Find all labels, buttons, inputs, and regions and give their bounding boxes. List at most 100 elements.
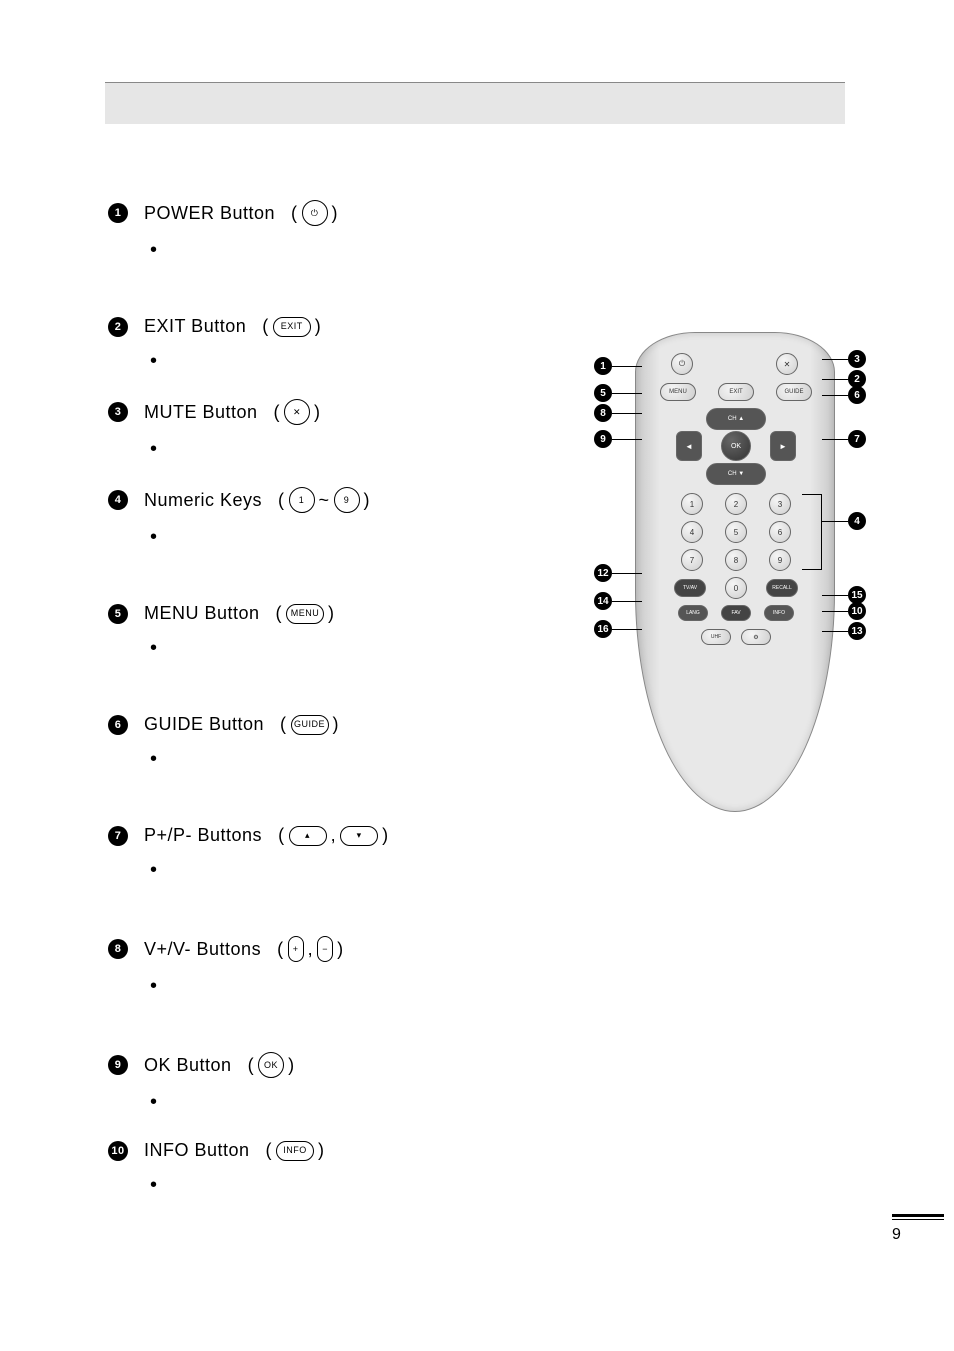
callout-number: 7 xyxy=(848,430,866,448)
list-item: 8V+/V- Buttons(+,−)• xyxy=(108,936,528,996)
item-number: 2 xyxy=(108,317,128,337)
sub-bullet: • xyxy=(150,527,528,547)
sub-bullet: • xyxy=(150,439,528,459)
callout-number: 6 xyxy=(848,386,866,404)
button-icon: ▴ xyxy=(289,826,327,846)
button-icon: 1 xyxy=(289,487,315,513)
remote-exit-button: EXIT xyxy=(718,383,754,401)
sub-bullet: • xyxy=(150,976,528,996)
remote-num-9: 9 xyxy=(769,549,791,571)
button-icon: ✕ xyxy=(284,399,310,425)
remote-num-0: 0 xyxy=(725,577,747,599)
callout-number: 5 xyxy=(594,384,612,402)
remote-num-7: 7 xyxy=(681,549,703,571)
item-label: GUIDE Button xyxy=(144,714,264,735)
remote-info: INFO xyxy=(764,605,794,621)
item-label: MENU Button xyxy=(144,603,260,624)
list-item: 9 OK Button (OK) • xyxy=(108,1052,528,1112)
item-icon-group: (⏻) xyxy=(291,200,338,226)
item-icon-group: (+,−) xyxy=(277,936,344,962)
remote-num-1: 1 xyxy=(681,493,703,515)
callout-number: 9 xyxy=(594,430,612,448)
item-icon-group: (EXIT) xyxy=(262,316,321,337)
list-item: 5 MENU Button (MENU) • xyxy=(108,603,528,658)
remote-diagram: ⏻ ✕ MENU EXIT GUIDE CH ▲ ◄ OK ► CH ▼ 1 2… xyxy=(590,332,870,832)
page-number: 9 xyxy=(892,1226,952,1244)
remote-body: ⏻ ✕ MENU EXIT GUIDE CH ▲ ◄ OK ► CH ▼ 1 2… xyxy=(635,332,835,812)
item-label: P+/P- Buttons xyxy=(144,825,262,846)
button-icon: + xyxy=(288,936,304,962)
remote-menu-button: MENU xyxy=(660,383,696,401)
callout-number: 13 xyxy=(848,622,866,640)
callout-number: 14 xyxy=(594,592,612,610)
sub-bullet: • xyxy=(150,638,528,658)
item-number: 7 xyxy=(108,826,128,846)
item-label: POWER Button xyxy=(144,203,275,224)
item-number: 6 xyxy=(108,715,128,735)
remote-ch-down: CH ▼ xyxy=(706,463,766,485)
item-icon-group: (▴,▾) xyxy=(278,825,389,846)
remote-fav: FAV xyxy=(721,605,751,621)
item-label: INFO Button xyxy=(144,1140,250,1161)
item-icon-group: (OK) xyxy=(248,1052,295,1078)
list-item: 7 P+/P- Buttons (▴,▾) • xyxy=(108,825,528,880)
sub-bullet: • xyxy=(150,749,528,769)
list-item: 2EXIT Button(EXIT)• xyxy=(108,316,528,371)
remote-ok-button: OK xyxy=(721,431,751,461)
remote-num-3: 3 xyxy=(769,493,791,515)
button-icon: GUIDE xyxy=(291,715,329,735)
remote-lang: LANG xyxy=(678,605,708,621)
item-number: 8 xyxy=(108,939,128,959)
remote-set: ⚙ xyxy=(741,629,771,645)
item-icon-group: (✕) xyxy=(274,399,321,425)
button-icon: ⏻ xyxy=(302,200,328,226)
sub-bullet: • xyxy=(150,860,528,880)
header-bar xyxy=(105,82,845,124)
remote-uhf: UHF xyxy=(701,629,731,645)
remote-tvav: TV/AV xyxy=(674,579,706,597)
button-icon: MENU xyxy=(286,604,324,624)
item-label: OK Button xyxy=(144,1055,232,1076)
sub-bullet: • xyxy=(150,1175,528,1195)
button-icon: 9 xyxy=(334,487,360,513)
remote-power-button: ⏻ xyxy=(671,353,693,375)
item-icon-group: (1 ~ 9) xyxy=(278,487,370,513)
button-icon: OK xyxy=(258,1052,284,1078)
page-number-block: 9 xyxy=(892,1214,952,1244)
remote-num-8: 8 xyxy=(725,549,747,571)
item-number: 9 xyxy=(108,1055,128,1075)
item-list: 1POWER Button(⏻)•2EXIT Button(EXIT)•3MUT… xyxy=(108,200,528,1223)
list-item: 4Numeric Keys(1 ~ 9)• xyxy=(108,487,528,547)
callout-number: 3 xyxy=(848,350,866,368)
remote-mute-button: ✕ xyxy=(776,353,798,375)
item-number: 1 xyxy=(108,203,128,223)
callout-number: 12 xyxy=(594,564,612,582)
list-item: 10INFO Button(INFO)• xyxy=(108,1140,528,1195)
sub-bullet: • xyxy=(150,1092,528,1112)
remote-num-5: 5 xyxy=(725,521,747,543)
callout-number: 4 xyxy=(848,512,866,530)
button-icon: EXIT xyxy=(273,317,311,337)
button-icon: − xyxy=(317,936,333,962)
remote-num-2: 2 xyxy=(725,493,747,515)
sub-bullet: • xyxy=(150,351,528,371)
remote-vol-right: ► xyxy=(770,431,796,461)
sub-bullet: • xyxy=(150,240,528,260)
callout-number: 1 xyxy=(594,357,612,375)
callout-number: 8 xyxy=(594,404,612,422)
remote-num-6: 6 xyxy=(769,521,791,543)
item-number: 3 xyxy=(108,402,128,422)
remote-recall: RECALL xyxy=(766,579,798,597)
remote-num-4: 4 xyxy=(681,521,703,543)
item-label: Numeric Keys xyxy=(144,490,262,511)
list-item: 1 POWER Button (⏻) • xyxy=(108,200,528,260)
item-number: 5 xyxy=(108,604,128,624)
item-label: MUTE Button xyxy=(144,402,258,423)
list-item: 3 MUTE Button (✕) • xyxy=(108,399,528,459)
item-icon-group: (MENU) xyxy=(276,603,335,624)
item-number: 10 xyxy=(108,1141,128,1161)
button-icon: ▾ xyxy=(340,826,378,846)
item-icon-group: (GUIDE) xyxy=(280,714,339,735)
button-icon: INFO xyxy=(276,1141,314,1161)
callout-number: 10 xyxy=(848,602,866,620)
